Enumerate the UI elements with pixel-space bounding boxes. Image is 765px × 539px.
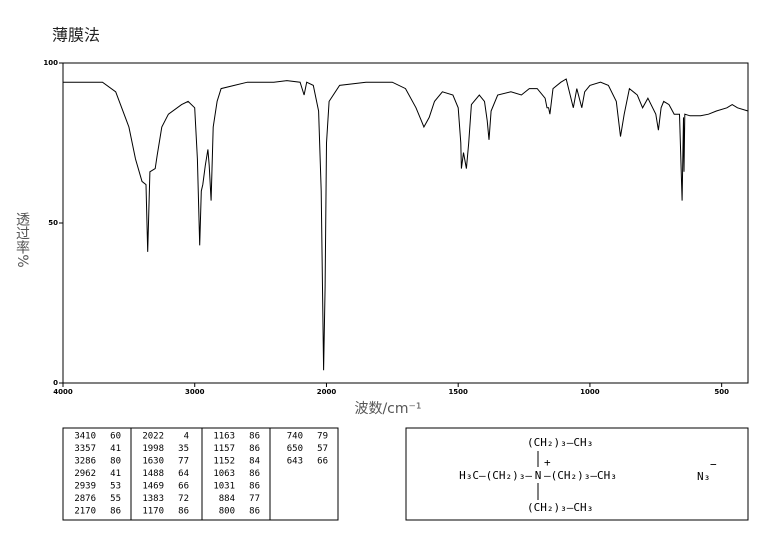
peak-transmittance: 86: [249, 444, 260, 454]
x-tick-label: 1500: [448, 388, 468, 396]
peak-wavenumber: 1383: [142, 494, 164, 504]
peak-wavenumber: 3286: [74, 457, 96, 467]
peak-transmittance: 41: [110, 469, 121, 479]
spectrum-line: [63, 78, 749, 371]
x-tick-label: 1000: [580, 388, 600, 396]
structure-anion-charge: −: [710, 458, 717, 471]
peak-transmittance: 4: [184, 432, 189, 442]
peak-table-frame: [62, 427, 339, 521]
x-tick-label: 2000: [317, 388, 337, 396]
peak-wavenumber: 3410: [74, 432, 96, 442]
peak-wavenumber: 884: [219, 494, 235, 504]
peak-wavenumber: 2939: [74, 482, 96, 492]
peak-transmittance: 86: [110, 507, 121, 517]
peak-wavenumber: 1488: [142, 469, 164, 479]
y-tick-label: 0: [53, 379, 58, 387]
peak-wavenumber: 2962: [74, 469, 96, 479]
structure-right: —(CH₂)₃—CH₃: [544, 469, 617, 482]
chart-title: 薄膜法: [52, 26, 100, 45]
peak-wavenumber: 1163: [213, 432, 235, 442]
peak-transmittance: 86: [249, 469, 260, 479]
peak-wavenumber: 1998: [142, 444, 164, 454]
structure-top: (CH₂)₃—CH₃: [527, 436, 593, 449]
peak-transmittance: 55: [110, 494, 121, 504]
peak-transmittance: 80: [110, 457, 121, 467]
peak-transmittance: 86: [249, 482, 260, 492]
peak-transmittance: 79: [317, 432, 328, 442]
peak-transmittance: 86: [249, 507, 260, 517]
peak-transmittance: 64: [178, 469, 189, 479]
peak-transmittance: 60: [110, 432, 121, 442]
peak-wavenumber: 1170: [142, 507, 164, 517]
peak-transmittance: 53: [110, 482, 121, 492]
peak-wavenumber: 1063: [213, 469, 235, 479]
y-tick-label: 50: [48, 219, 58, 227]
peak-wavenumber: 1031: [213, 482, 235, 492]
peak-transmittance: 41: [110, 444, 121, 454]
structure-bottom: (CH₂)₃—CH₃: [527, 501, 593, 514]
x-tick-label: 4000: [53, 388, 73, 396]
peak-wavenumber: 1469: [142, 482, 164, 492]
structure-frame: [405, 427, 749, 521]
structure-anion: N₃: [697, 470, 710, 483]
peak-wavenumber: 1630: [142, 457, 164, 467]
peak-transmittance: 72: [178, 494, 189, 504]
x-tick-label: 500: [714, 388, 729, 396]
peak-transmittance: 86: [249, 432, 260, 442]
peak-transmittance: 57: [317, 444, 328, 454]
peak-transmittance: 84: [249, 457, 260, 467]
peak-wavenumber: 800: [219, 507, 235, 517]
peak-transmittance: 86: [178, 507, 189, 517]
peak-wavenumber: 643: [287, 457, 303, 467]
peak-transmittance: 35: [178, 444, 189, 454]
plot-frame: [62, 62, 749, 384]
peak-wavenumber: 740: [287, 432, 303, 442]
peak-transmittance: 77: [249, 494, 260, 504]
structure-left: H₃C—(CH₂)₃—: [459, 469, 532, 482]
peak-wavenumber: 650: [287, 444, 303, 454]
peak-wavenumber: 3357: [74, 444, 96, 454]
y-tick-label: 100: [43, 59, 58, 67]
peak-transmittance: 66: [317, 457, 328, 467]
structure-charge: +: [544, 456, 551, 469]
x-tick-label: 3000: [185, 388, 205, 396]
peak-wavenumber: 1152: [213, 457, 235, 467]
y-axis-label: 透过率%: [14, 212, 30, 267]
peak-wavenumber: 2170: [74, 507, 96, 517]
peak-transmittance: 77: [178, 457, 189, 467]
peak-wavenumber: 2876: [74, 494, 96, 504]
peak-wavenumber: 1157: [213, 444, 235, 454]
x-axis-label: 波数/cm⁻¹: [354, 401, 421, 417]
structure-center: N: [535, 469, 542, 482]
peak-wavenumber: 2022: [142, 432, 164, 442]
peak-transmittance: 66: [178, 482, 189, 492]
